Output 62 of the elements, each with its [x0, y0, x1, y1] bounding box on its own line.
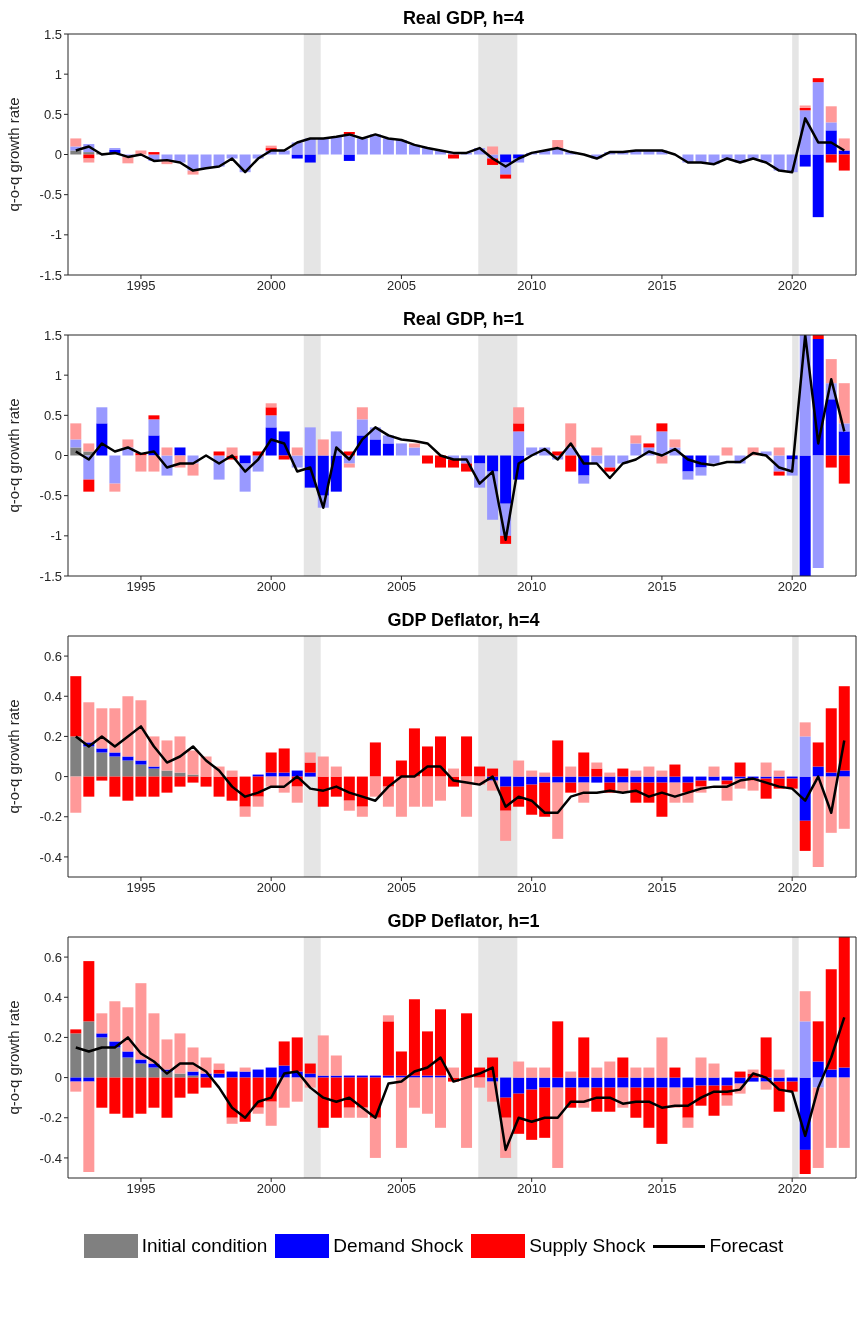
chart-title: GDP Deflator, h=1: [386, 911, 541, 932]
y-tick-label: 1: [54, 367, 62, 383]
y-tick-label: -1.5: [39, 267, 62, 283]
x-tick-label: 2005: [386, 1181, 416, 1197]
y-tick-label: -0.2: [39, 809, 62, 825]
y-tick-label: -0.4: [39, 849, 62, 865]
x-tick-label: 1995: [126, 880, 156, 896]
x-tick-label: 2010: [517, 1181, 547, 1197]
x-tick-label: 2010: [517, 579, 547, 595]
y-tick-label: 0.4: [43, 688, 62, 704]
x-tick-label: 2020: [777, 880, 807, 896]
y-tick-label: -1.5: [39, 568, 62, 584]
y-tick-label: 0.6: [43, 949, 62, 965]
x-tick-label: 2015: [647, 579, 677, 595]
y-tick-label: -1: [50, 528, 62, 544]
chart-title: Real GDP, h=1: [401, 309, 526, 330]
x-tick-label: 2010: [517, 278, 547, 294]
x-tick-label: 2020: [777, 579, 807, 595]
y-tick-label: 1: [54, 66, 62, 82]
x-tick-label: 1995: [126, 278, 156, 294]
legend-label: Forecast: [709, 1235, 784, 1257]
y-axis-title: q-o-q growth rate: [5, 699, 23, 814]
y-tick-label: 0: [54, 1070, 62, 1086]
legend-label: Supply Shock: [529, 1235, 646, 1257]
y-tick-label: 0: [54, 147, 62, 163]
y-tick-label: 0.4: [43, 989, 62, 1005]
y-tick-label: 0.2: [43, 729, 62, 745]
x-tick-label: 2000: [256, 880, 286, 896]
y-tick-label: 0.5: [43, 106, 62, 122]
chart-title: Real GDP, h=4: [401, 8, 526, 29]
y-tick-label: -0.5: [39, 488, 62, 504]
x-tick-label: 2020: [777, 1181, 807, 1197]
y-axis-title: q-o-q growth rate: [5, 97, 23, 212]
y-tick-label: 1.5: [43, 327, 62, 343]
y-tick-label: 0.6: [43, 648, 62, 664]
x-tick-label: 2005: [386, 880, 416, 896]
y-tick-label: 0: [54, 448, 62, 464]
y-tick-label: -1: [50, 227, 62, 243]
legend-label: Initial condition: [141, 1235, 268, 1257]
x-tick-label: 2005: [386, 278, 416, 294]
x-tick-label: 2000: [256, 579, 286, 595]
x-tick-label: 2000: [256, 1181, 286, 1197]
y-tick-label: 1.5: [43, 26, 62, 42]
y-tick-label: -0.2: [39, 1110, 62, 1126]
x-tick-label: 2005: [386, 579, 416, 595]
y-tick-label: -0.5: [39, 187, 62, 203]
y-tick-label: -0.4: [39, 1150, 62, 1166]
x-tick-label: 2010: [517, 880, 547, 896]
legend-label: Demand Shock: [333, 1235, 464, 1257]
x-tick-label: 2015: [647, 278, 677, 294]
x-tick-label: 2000: [256, 278, 286, 294]
x-tick-label: 1995: [126, 579, 156, 595]
x-tick-label: 2015: [647, 880, 677, 896]
y-tick-label: 0.2: [43, 1030, 62, 1046]
y-tick-label: 0: [54, 769, 62, 785]
y-tick-label: 0.5: [43, 407, 62, 423]
y-axis-title: q-o-q growth rate: [5, 398, 23, 513]
x-tick-label: 1995: [126, 1181, 156, 1197]
x-tick-label: 2015: [647, 1181, 677, 1197]
y-axis-title: q-o-q growth rate: [5, 1000, 23, 1115]
x-tick-label: 2020: [777, 278, 807, 294]
chart-title: GDP Deflator, h=4: [386, 610, 541, 631]
